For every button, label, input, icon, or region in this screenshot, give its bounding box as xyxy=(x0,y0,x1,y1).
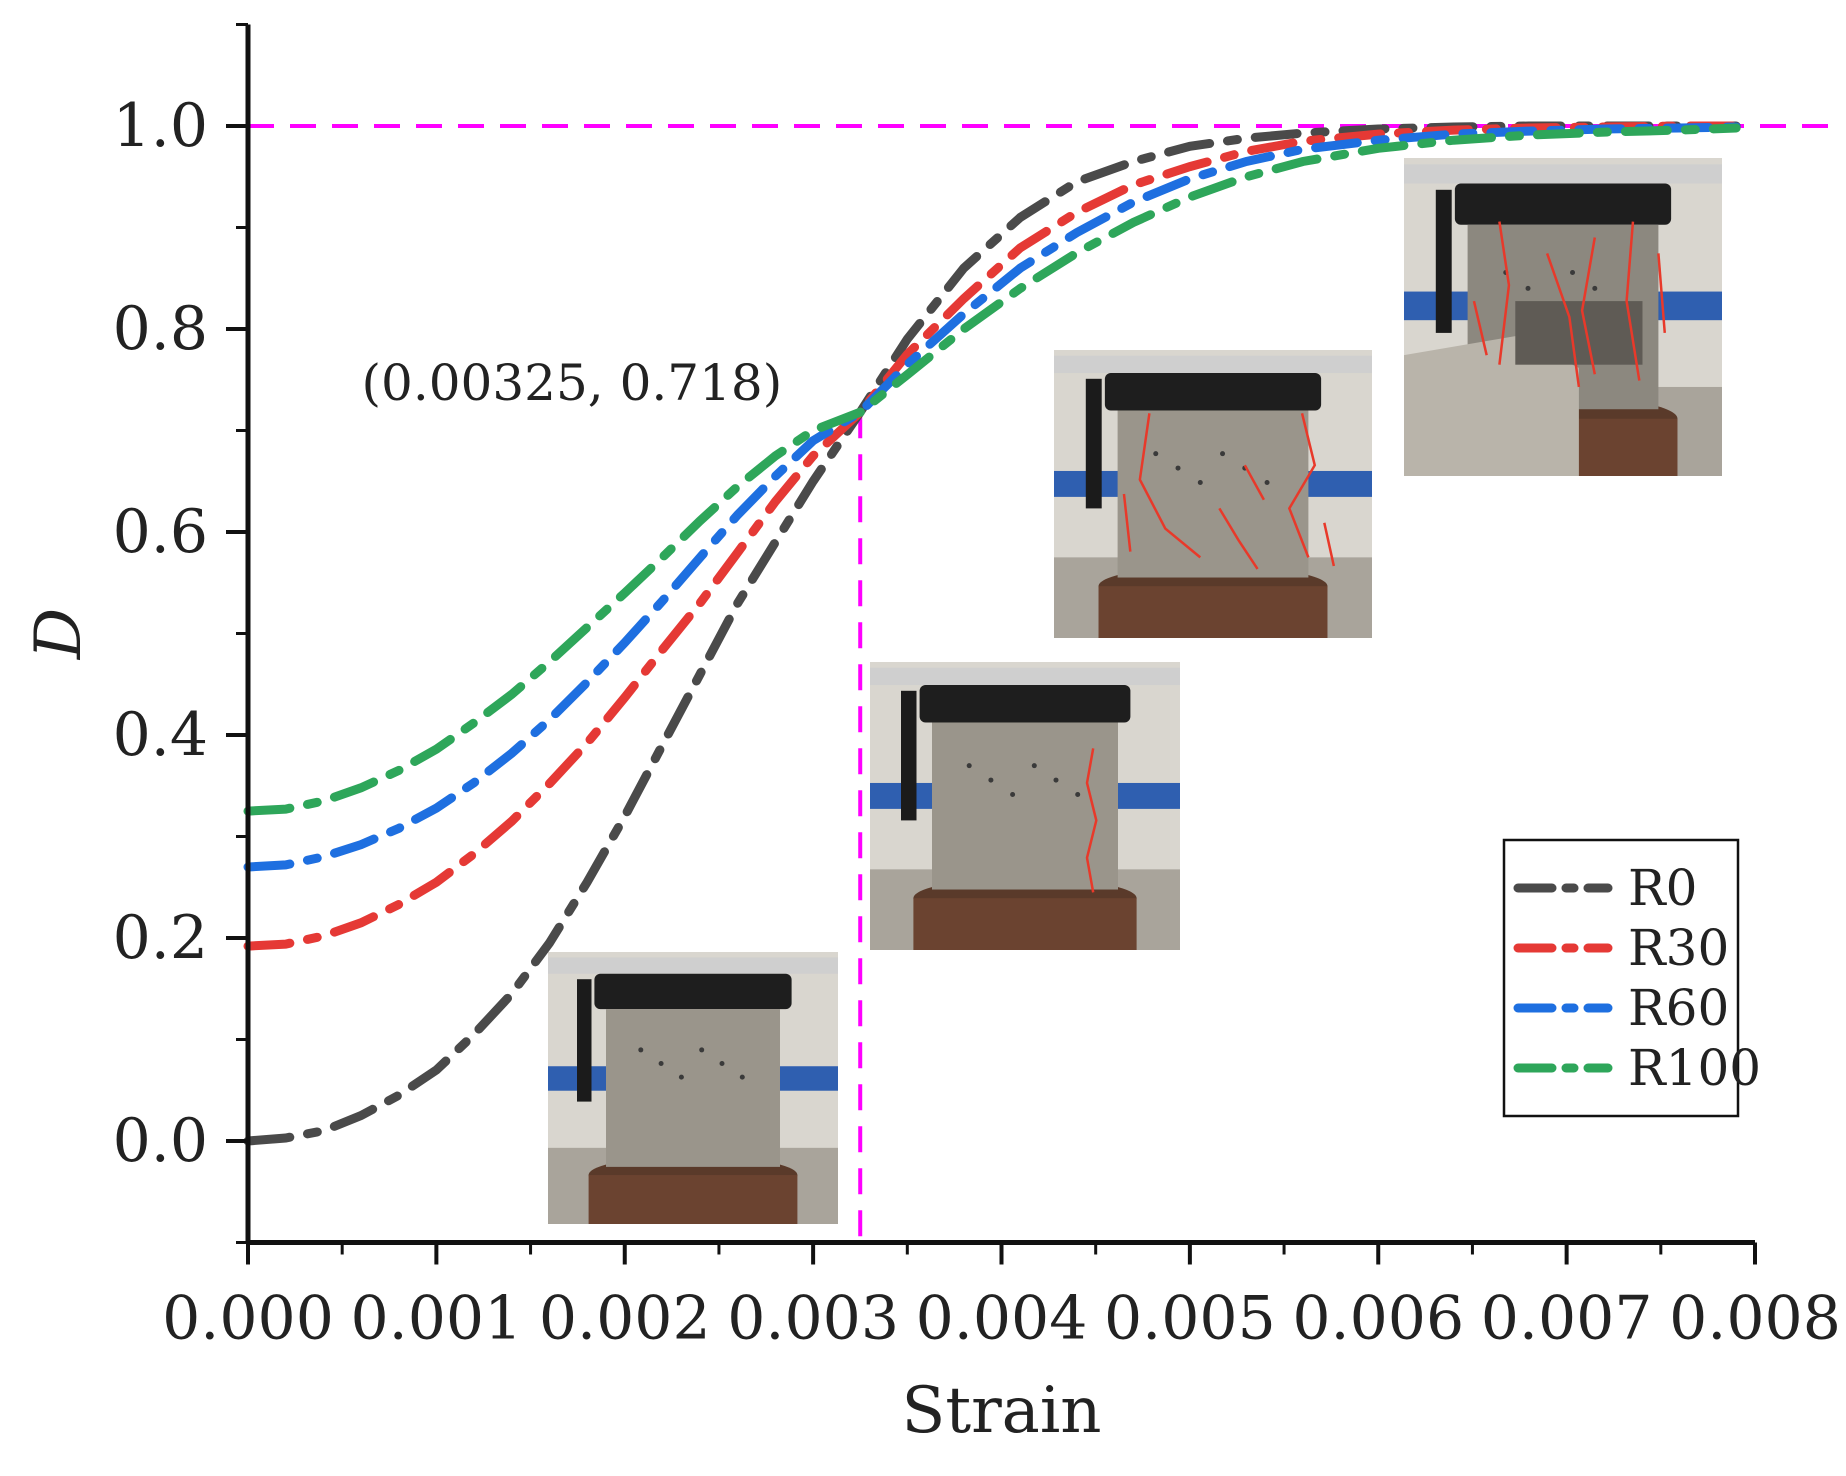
photo-pore xyxy=(1265,480,1270,485)
photo-pore xyxy=(659,1061,664,1066)
photo-hose xyxy=(1086,379,1102,509)
photo-pore xyxy=(1220,451,1225,456)
x-tick-label: 0.006 xyxy=(1292,1284,1464,1354)
photo-top-plate xyxy=(870,668,1180,685)
legend-label-r60: R60 xyxy=(1628,979,1729,1037)
photo-pore xyxy=(720,1061,725,1066)
legend-label-r0: R0 xyxy=(1628,859,1697,917)
photo-pore xyxy=(1075,792,1080,797)
photo-pore xyxy=(967,763,972,768)
x-tick-label: 0.000 xyxy=(162,1284,334,1354)
photo-pore xyxy=(1054,778,1059,783)
legend-label-r30: R30 xyxy=(1628,919,1729,977)
x-tick-label: 0.005 xyxy=(1104,1284,1276,1354)
specimen-photo-intact xyxy=(548,952,838,1224)
photo-base xyxy=(1099,586,1328,638)
photo-pore xyxy=(679,1075,684,1080)
y-tick-label: 0.6 xyxy=(113,497,208,567)
y-tick-label: 0.8 xyxy=(113,294,208,364)
photo-hose xyxy=(577,979,592,1101)
photo-specimen xyxy=(606,1009,780,1167)
photo-specimen xyxy=(932,722,1118,889)
photo-platen xyxy=(1455,183,1671,224)
x-tick-label: 0.007 xyxy=(1481,1284,1653,1354)
x-tick-label: 0.001 xyxy=(350,1284,522,1354)
x-tick-label: 0.004 xyxy=(916,1284,1088,1354)
photo-pore xyxy=(638,1047,643,1052)
photo-platen xyxy=(594,974,791,1009)
photo-top-plate xyxy=(1054,356,1372,373)
x-tick-label: 0.003 xyxy=(727,1284,899,1354)
photo-hose xyxy=(901,691,917,821)
y-axis-title: D xyxy=(22,608,96,660)
photo-pore xyxy=(1526,286,1531,291)
photo-pore xyxy=(988,778,993,783)
photo-pore xyxy=(699,1047,704,1052)
y-tick-label: 0.2 xyxy=(113,903,208,973)
specimen-photo-multiple-cracks xyxy=(1054,350,1372,638)
photo-pore xyxy=(740,1075,745,1080)
legend-label-r100: R100 xyxy=(1628,1039,1761,1097)
photo-pore xyxy=(1592,286,1597,291)
y-tick-label: 1.0 xyxy=(113,91,208,161)
photo-pore xyxy=(1198,480,1203,485)
annotation-layer: (0.00325, 0.718) xyxy=(362,354,783,412)
intersection-annotation: (0.00325, 0.718) xyxy=(362,354,783,412)
photo-platen xyxy=(1105,373,1321,410)
y-tick-label: 0.4 xyxy=(113,700,208,770)
photo-pore xyxy=(1153,451,1158,456)
photo-base xyxy=(589,1175,798,1224)
photo-top-plate xyxy=(1404,164,1722,183)
photo-platen xyxy=(920,685,1131,722)
photo-pore xyxy=(1032,763,1037,768)
specimen-photo-initial-crack xyxy=(870,662,1180,950)
x-tick-label: 0.002 xyxy=(539,1284,711,1354)
photo-crushed-zone xyxy=(1515,301,1642,365)
photo-pore xyxy=(1176,466,1181,471)
photo-pore xyxy=(1010,792,1015,797)
x-tick-label: 0.008 xyxy=(1669,1284,1841,1354)
photo-base xyxy=(913,898,1136,950)
photo-top-plate xyxy=(548,957,838,973)
photo-hose xyxy=(1436,190,1452,333)
x-axis-title: Strain xyxy=(902,1374,1102,1448)
photo-pore xyxy=(1570,270,1575,275)
y-tick-label: 0.0 xyxy=(113,1106,208,1176)
specimen-photo-failure xyxy=(1404,158,1722,476)
